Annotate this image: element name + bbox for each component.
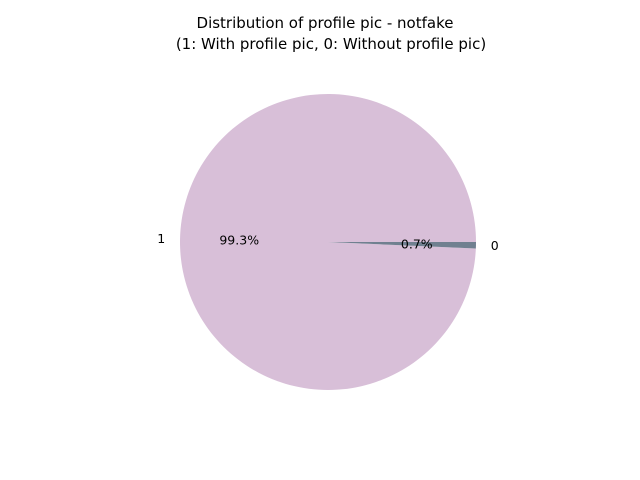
pie-labels: 1 99.3% 0 0.7% [157, 231, 498, 253]
chart-subtitle: (1: With profile pic, 0: Without profile… [176, 35, 486, 53]
pie-slices [180, 94, 476, 391]
slice-pct-label-1: 99.3% [219, 233, 259, 248]
pie-slice-1 [180, 94, 476, 391]
pie-slice-0 [328, 242, 476, 249]
slice-label-1: 1 [157, 231, 165, 246]
slice-pct-label-0: 0.7% [401, 236, 433, 251]
chart-title: Distribution of profile pic - notfake [197, 14, 454, 32]
slice-label-0: 0 [491, 238, 499, 253]
